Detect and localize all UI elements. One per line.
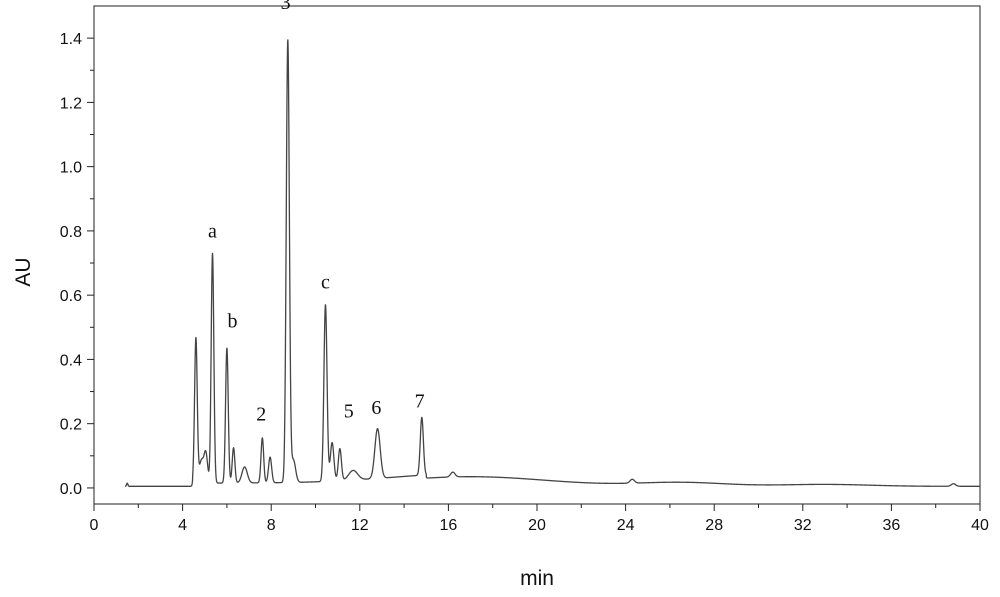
y-tick-label: 0.2 [60, 417, 82, 434]
x-tick-label: 40 [971, 517, 989, 534]
plot-frame [93, 5, 981, 505]
peak-label: b [227, 310, 237, 332]
x-tick-label: 4 [178, 517, 187, 534]
y-tick-label: 0.8 [60, 224, 82, 241]
y-axis: 0.0 0.2 0.4 0.6 0.8 1.0 1.2 1.4 [60, 31, 94, 498]
peak-label: a [208, 220, 217, 242]
y-tick-label: 1.0 [60, 160, 82, 177]
y-tick-label: 0.4 [60, 352, 82, 369]
peak-label: 5 [344, 400, 354, 422]
x-tick-label: 20 [528, 517, 546, 534]
y-tick-label: 1.2 [60, 95, 82, 112]
x-axis-title: min [520, 567, 554, 590]
y-axis-title: AU [12, 257, 35, 286]
series-line [124, 39, 981, 487]
y-tick-label: 0.0 [60, 481, 82, 498]
x-tick-label: 24 [617, 517, 635, 534]
x-tick-label: 0 [90, 517, 99, 534]
peak-label: 7 [415, 391, 425, 413]
peak-label: 3 [281, 0, 291, 14]
x-tick-label: 28 [705, 517, 723, 534]
y-tick-label: 1.4 [60, 31, 82, 48]
peak-labels: a b 2 3 c 5 6 7 [208, 0, 425, 425]
x-axis: 0 4 8 12 16 20 24 28 32 36 40 [90, 504, 989, 534]
peak-label: 6 [371, 397, 381, 419]
x-tick-label: 12 [351, 517, 369, 534]
x-tick-label: 32 [794, 517, 812, 534]
x-tick-label: 16 [440, 517, 458, 534]
y-tick-label: 0.6 [60, 288, 82, 305]
x-tick-label: 36 [883, 517, 901, 534]
peak-label: c [321, 272, 330, 294]
peak-label: 2 [256, 403, 266, 425]
x-tick-label: 8 [267, 517, 276, 534]
